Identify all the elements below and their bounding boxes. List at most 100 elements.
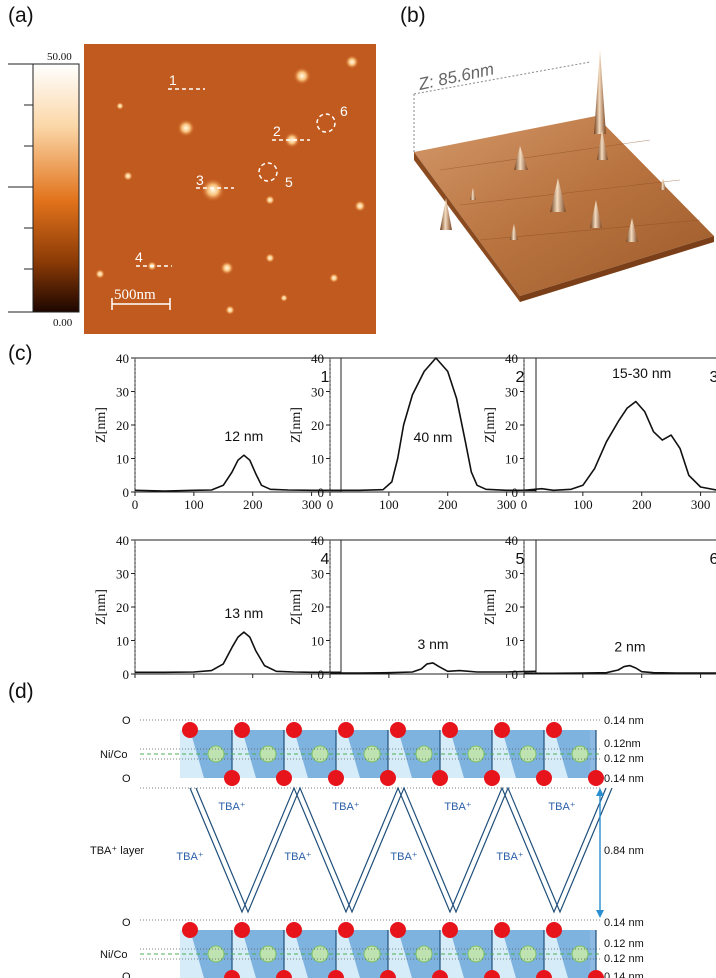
surface-spikes xyxy=(440,50,666,242)
nico-layer-top xyxy=(140,719,604,789)
afm-image-panel: 50.00 0.00 1 2 3 4 5 6 xyxy=(8,44,376,334)
profile-line xyxy=(134,454,341,492)
y-axis-label: Z[nm] xyxy=(289,407,304,443)
oxygen-atom xyxy=(588,770,604,786)
y-tick-label: 30 xyxy=(505,385,518,400)
label-top-metal-upper: 0.12nm xyxy=(604,738,641,750)
panel-label-c: (c) xyxy=(8,342,33,365)
x-tick-label: 100 xyxy=(379,679,399,682)
profile-line xyxy=(330,357,536,492)
x-tick-label: 200 xyxy=(438,497,458,512)
label-o-mid: O xyxy=(122,773,131,785)
label-bottom-o-thickness: 0.14 nm xyxy=(604,917,644,929)
y-tick-label: 10 xyxy=(311,452,324,467)
x-tick-label: 100 xyxy=(573,497,593,512)
y-tick-label: 30 xyxy=(311,385,324,400)
panel-label-a: (a) xyxy=(8,4,34,27)
color-scale-bar xyxy=(32,63,80,313)
oxygen-atom xyxy=(442,922,458,938)
y-tick-label: 10 xyxy=(116,452,129,467)
y-tick-label: 30 xyxy=(116,385,129,400)
y-axis-label: Z[nm] xyxy=(94,589,109,625)
metal-atom xyxy=(467,945,485,963)
z-height-label: Z: 85.6nm xyxy=(416,59,496,94)
y-tick-label: 40 xyxy=(505,533,518,548)
x-tick-label: 100 xyxy=(573,679,593,682)
tba-ion-label: TBA⁺ xyxy=(444,801,471,813)
tba-zigzag-line xyxy=(195,786,613,914)
x-tick-label: 300 xyxy=(302,679,322,682)
x-tick-label: 300 xyxy=(691,497,711,512)
oxygen-atom xyxy=(224,770,240,786)
scale-min-label: 0.00 xyxy=(53,317,73,329)
metal-atom xyxy=(311,745,329,763)
oxygen-atom xyxy=(380,770,396,786)
oxygen-atom xyxy=(432,770,448,786)
x-tick-label: 100 xyxy=(379,497,399,512)
panel-label-b: (b) xyxy=(400,4,426,27)
oxygen-atom xyxy=(494,922,510,938)
y-tick-label: 40 xyxy=(116,533,129,548)
tba-ion-label: TBA⁺ xyxy=(332,801,359,813)
y-tick-label: 40 xyxy=(505,351,518,366)
metal-atom xyxy=(519,945,537,963)
oxygen-atom xyxy=(588,970,604,978)
panel-label-d: (d) xyxy=(8,680,34,703)
profile-number: 1 xyxy=(321,369,330,386)
surface-side xyxy=(414,152,520,302)
gap-arrow-head xyxy=(596,910,604,918)
tba-ion-label: TBA⁺ xyxy=(284,851,311,863)
y-tick-label: 10 xyxy=(116,634,129,649)
afm-particles xyxy=(95,55,366,315)
oxygen-atom xyxy=(234,722,250,738)
label-o-low: O xyxy=(122,917,131,929)
x-tick-label: 0 xyxy=(521,679,528,682)
metal-atom xyxy=(259,945,277,963)
y-axis-label: Z[nm] xyxy=(289,589,304,625)
oxygen-atom xyxy=(536,770,552,786)
y-tick-label: 20 xyxy=(505,600,518,615)
oxygen-atom xyxy=(536,970,552,978)
metal-atom xyxy=(311,945,329,963)
profile-number: 3 xyxy=(710,369,716,386)
oxygen-atom xyxy=(224,970,240,978)
metal-atom xyxy=(571,745,589,763)
label-tba-layer: TBA⁺ layer xyxy=(90,845,144,857)
y-tick-label: 30 xyxy=(311,567,324,582)
marker-1: 1 xyxy=(169,72,177,88)
peak-height-annotation: 2 nm xyxy=(614,639,645,655)
x-tick-label: 300 xyxy=(497,679,517,682)
oxygen-atom xyxy=(328,770,344,786)
label-bottom-metal-lower: 0.12 nm xyxy=(604,953,644,965)
profile-number: 5 xyxy=(516,551,525,568)
gap-arrow-head xyxy=(596,788,604,796)
metal-atom xyxy=(467,745,485,763)
y-axis-label: Z[nm] xyxy=(483,589,498,625)
structure-diagram-panel: TBA⁺ TBA⁺ TBA⁺ TBA⁺ TBA⁺ TBA⁺ TBA⁺ TBA⁺ O Ni/Co O T… xyxy=(90,715,644,978)
profile-number: 2 xyxy=(516,369,525,386)
y-tick-label: 0 xyxy=(318,485,325,500)
marker-4: 4 xyxy=(135,249,143,265)
label-nico-low: Ni/Co xyxy=(100,949,128,961)
x-tick-label: 200 xyxy=(632,497,652,512)
y-tick-label: 20 xyxy=(116,600,129,615)
y-axis-label: Z[nm] xyxy=(483,407,498,443)
y-tick-label: 20 xyxy=(116,418,129,433)
x-tick-label: 0 xyxy=(327,497,334,512)
oxygen-atom xyxy=(182,722,198,738)
x-tick-label: 200 xyxy=(438,679,458,682)
y-tick-label: 30 xyxy=(116,567,129,582)
tba-zigzag xyxy=(189,786,613,914)
y-tick-label: 10 xyxy=(311,634,324,649)
oxygen-atom xyxy=(286,722,302,738)
oxygen-atom xyxy=(546,922,562,938)
peak-height-annotation: 15-30 nm xyxy=(612,365,671,381)
profile-line xyxy=(524,664,716,675)
y-tick-label: 20 xyxy=(311,600,324,615)
nico-layer-bottom xyxy=(140,919,604,978)
afm-scale-bar xyxy=(111,298,171,310)
oxygen-atom xyxy=(432,970,448,978)
oxygen-atom xyxy=(276,770,292,786)
label-bottom-o-lower: 0.14 nm xyxy=(604,971,644,978)
